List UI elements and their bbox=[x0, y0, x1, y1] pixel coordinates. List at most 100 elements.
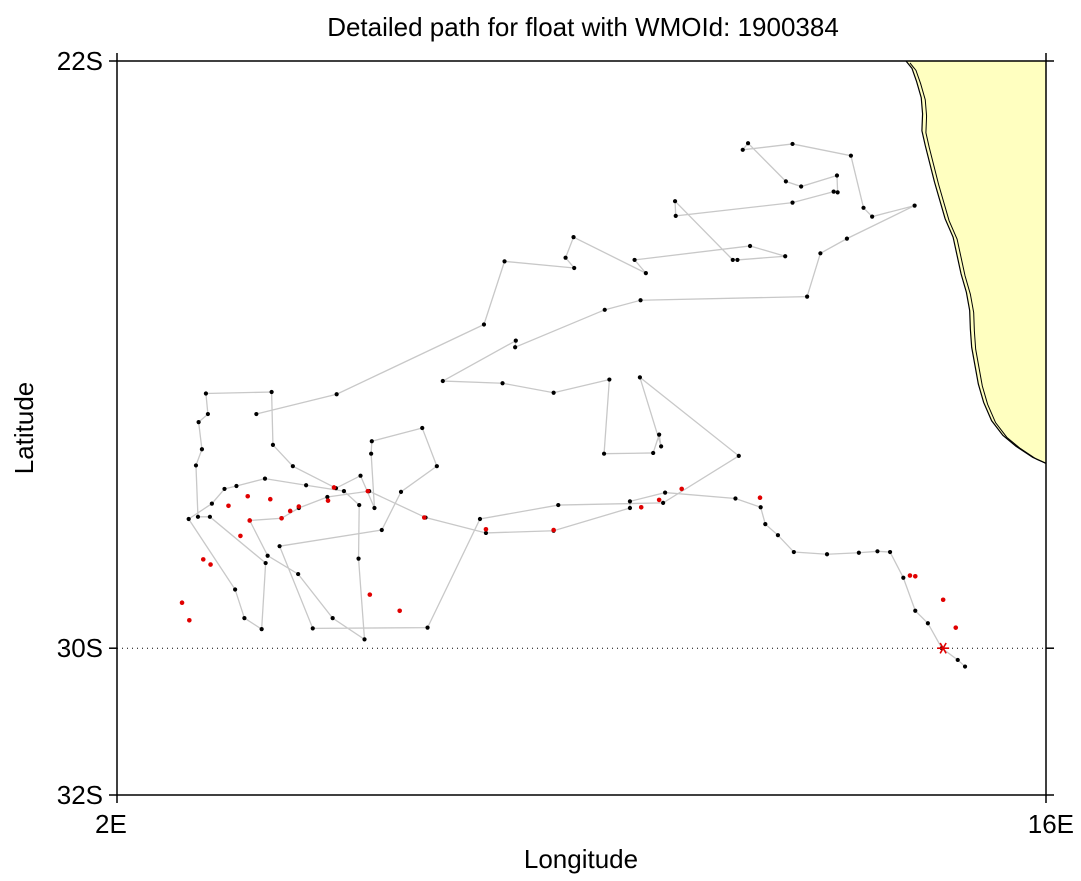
recent-profile-point bbox=[912, 573, 918, 579]
profile-point bbox=[199, 447, 205, 452]
recent-profile-point bbox=[907, 573, 913, 578]
profile-point bbox=[861, 205, 866, 210]
profile-point bbox=[912, 203, 917, 208]
profile-point bbox=[651, 450, 656, 456]
recent-profile-point bbox=[226, 503, 231, 509]
profile-point bbox=[673, 213, 678, 218]
profile-point bbox=[783, 179, 788, 184]
profile-point bbox=[398, 489, 404, 494]
profile-point bbox=[572, 265, 577, 271]
profile-point bbox=[637, 375, 642, 380]
recent-profile-point bbox=[200, 557, 206, 562]
profile-point bbox=[913, 608, 918, 613]
profile-point bbox=[856, 550, 861, 555]
profile-point bbox=[500, 381, 505, 386]
coastline-secondary bbox=[909, 62, 1046, 465]
profile-point bbox=[818, 251, 823, 256]
profile-point bbox=[659, 444, 664, 449]
profile-point bbox=[736, 453, 741, 458]
profile-point bbox=[672, 199, 678, 204]
profile-point bbox=[290, 464, 295, 469]
profile-point bbox=[277, 544, 282, 549]
profile-point bbox=[263, 560, 268, 566]
profile-point bbox=[783, 254, 788, 259]
profile-point bbox=[763, 522, 768, 527]
profile-point bbox=[735, 257, 740, 263]
profile-point bbox=[330, 616, 335, 621]
recent-profile-point bbox=[551, 527, 556, 533]
recent-profile-point bbox=[279, 515, 284, 521]
profile-point bbox=[270, 442, 276, 447]
profile-point bbox=[844, 236, 850, 241]
profile-point bbox=[254, 411, 259, 417]
profile-point bbox=[805, 294, 810, 299]
profile-point bbox=[304, 483, 309, 488]
profile-point bbox=[601, 451, 607, 456]
profile-point bbox=[203, 391, 209, 396]
recent-profile-points bbox=[179, 485, 959, 630]
profile-point bbox=[824, 552, 830, 557]
profile-point bbox=[234, 483, 239, 489]
profile-point bbox=[962, 664, 968, 669]
profile-point bbox=[513, 338, 518, 343]
profile-point bbox=[262, 476, 268, 481]
recent-profile-point bbox=[397, 608, 402, 614]
profile-points bbox=[186, 141, 968, 669]
profile-point bbox=[310, 626, 315, 631]
profile-point bbox=[369, 451, 374, 456]
profile-point bbox=[483, 530, 489, 536]
profile-point bbox=[356, 556, 361, 561]
profile-point bbox=[775, 533, 781, 538]
recent-profile-point bbox=[638, 504, 644, 510]
profile-point bbox=[372, 505, 377, 511]
profile-point bbox=[848, 153, 854, 158]
profile-point bbox=[657, 432, 662, 437]
profile-point bbox=[233, 587, 238, 592]
profile-point bbox=[870, 214, 875, 219]
profile-point bbox=[269, 389, 274, 395]
x-axis-label: Longitude bbox=[524, 844, 638, 874]
recent-profile-point bbox=[247, 518, 253, 523]
recent-profile-point bbox=[325, 498, 331, 503]
profile-point bbox=[740, 147, 745, 152]
recent-profile-point bbox=[365, 488, 371, 494]
profile-point bbox=[602, 307, 607, 312]
recent-profile-point bbox=[940, 597, 946, 603]
y-tick-label: 32S bbox=[57, 780, 103, 810]
current-position-marker bbox=[937, 642, 950, 654]
recent-profile-point bbox=[287, 508, 293, 514]
profile-point bbox=[358, 473, 363, 478]
profile-point bbox=[362, 637, 367, 642]
profile-point bbox=[325, 494, 330, 500]
recent-profile-point bbox=[483, 526, 489, 532]
profile-point bbox=[205, 411, 211, 417]
y-axis-label: Latitude bbox=[9, 382, 39, 475]
recent-profile-point bbox=[179, 600, 185, 605]
profile-point bbox=[661, 500, 666, 505]
profile-point bbox=[835, 190, 840, 195]
recent-profile-point bbox=[421, 515, 427, 520]
profile-point bbox=[901, 575, 906, 580]
profile-point bbox=[834, 173, 840, 178]
profile-point bbox=[513, 345, 518, 350]
profile-point bbox=[502, 259, 507, 264]
recent-profile-point bbox=[953, 625, 959, 630]
recent-profile-point bbox=[757, 495, 763, 501]
recent-profile-point bbox=[367, 592, 373, 597]
profile-point bbox=[341, 489, 347, 494]
profile-point bbox=[551, 390, 556, 395]
profile-point bbox=[222, 486, 227, 492]
profile-point bbox=[420, 425, 425, 431]
profile-point bbox=[663, 490, 668, 495]
recent-profile-point bbox=[331, 485, 337, 490]
profile-point bbox=[209, 501, 214, 506]
x-tick-label: 16E bbox=[1028, 809, 1074, 839]
profile-point bbox=[196, 420, 201, 425]
profile-point bbox=[955, 657, 960, 663]
profile-point bbox=[831, 189, 836, 194]
profile-point bbox=[440, 378, 445, 384]
profile-point bbox=[357, 502, 362, 508]
profile-point bbox=[186, 516, 191, 522]
